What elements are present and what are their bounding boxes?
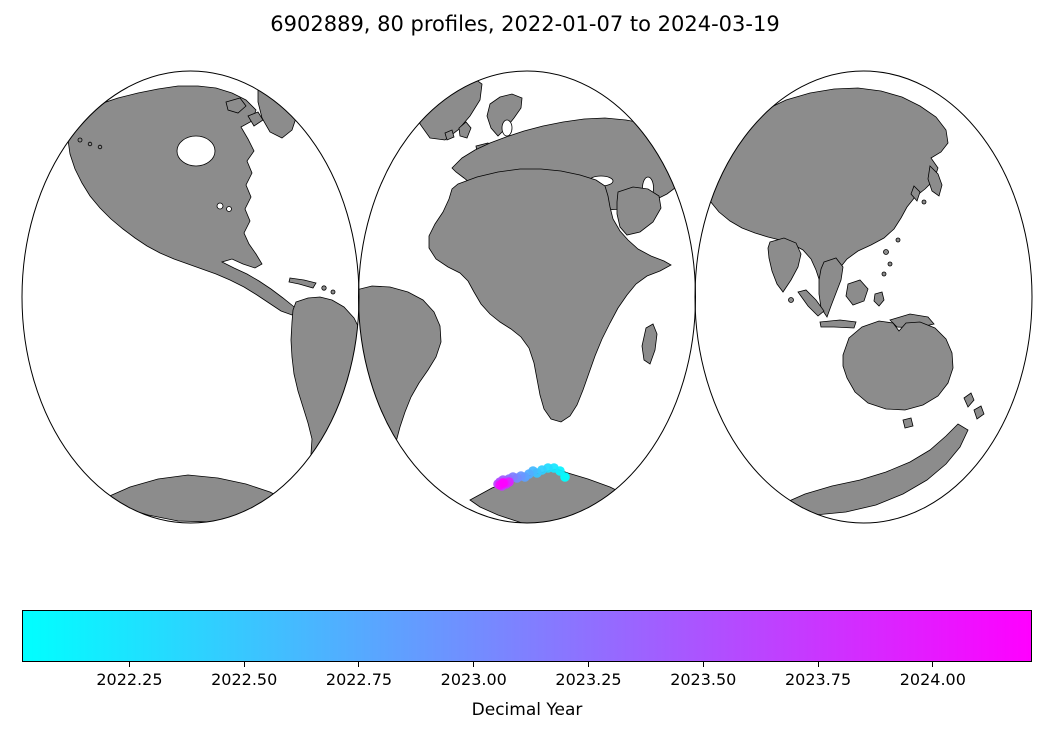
north-america — [67, 85, 300, 316]
indochina — [818, 257, 844, 318]
colorbar-tick-label: 2022.50 — [211, 670, 278, 689]
colorbar-tick — [702, 662, 704, 667]
colorbar-tick-label: 2023.00 — [440, 670, 507, 689]
lobe3-outline — [694, 70, 1033, 524]
aleutian-island — [77, 137, 83, 143]
asia — [699, 87, 949, 292]
taiwan — [895, 237, 901, 243]
profile-marker — [498, 478, 508, 488]
sri-lanka — [788, 297, 794, 303]
india — [767, 237, 802, 293]
sumatra — [797, 289, 825, 317]
java — [819, 319, 857, 329]
colorbar-tick — [128, 662, 130, 667]
colorbar-tick-label: 2023.25 — [555, 670, 622, 689]
korea — [910, 185, 921, 202]
arctic-island — [247, 111, 264, 127]
colorbar-tick — [243, 662, 245, 667]
ireland — [444, 129, 455, 141]
colorbar-tick — [473, 662, 475, 667]
continents-lobe3 — [699, 87, 985, 516]
colorbar-tick — [932, 662, 934, 667]
japan-island — [921, 199, 927, 205]
colorbar-axis-label: Decimal Year — [471, 700, 583, 720]
map-lobe-outlines — [21, 70, 1033, 524]
colorbar — [22, 610, 1032, 662]
aleutian-island — [87, 141, 93, 147]
aleutian-island — [97, 144, 103, 150]
colorbar-tick-label: 2024.00 — [899, 670, 966, 689]
japan — [927, 165, 943, 197]
colorbar-tick — [358, 662, 360, 667]
caribbean-island — [321, 285, 327, 291]
continents-lobe1 — [67, 79, 359, 523]
arctic-island — [225, 97, 247, 114]
britain — [458, 121, 472, 139]
great-lake — [226, 206, 232, 212]
colorbar-tick-label: 2023.75 — [784, 670, 852, 689]
float-trajectory — [493, 463, 570, 491]
new-zealand-north — [963, 392, 975, 408]
australia — [842, 320, 954, 411]
colorbar-tick — [588, 662, 590, 667]
colorbar-tick — [817, 662, 819, 667]
colorbar-tick-label: 2022.25 — [96, 670, 163, 689]
africa — [428, 168, 672, 423]
antarctica-lobe3 — [779, 423, 969, 516]
borneo — [845, 279, 869, 306]
sulawesi — [873, 291, 885, 307]
tasmania — [902, 417, 914, 429]
madagascar — [641, 323, 658, 365]
caribbean-islands — [288, 277, 317, 289]
colorbar-tick-label: 2022.75 — [325, 670, 393, 689]
philippine-island — [887, 261, 893, 267]
caribbean-island — [330, 289, 336, 295]
great-lake — [216, 202, 224, 210]
new-zealand-south — [973, 405, 985, 420]
colorbar-tick-label: 2023.50 — [670, 670, 737, 689]
baltic-sea — [501, 119, 513, 137]
arabia — [616, 186, 662, 236]
hudson-bay — [176, 135, 216, 167]
philippine-island — [881, 271, 887, 277]
figure-title: 6902889, 80 profiles, 2022-01-07 to 2024… — [270, 12, 780, 36]
philippine-island — [883, 249, 889, 255]
world-map — [21, 70, 1033, 524]
scandinavia — [486, 93, 523, 137]
colorbar-area: 2022.25 2022.50 2022.75 2023.00 2023.25 2023.… — [22, 610, 1032, 740]
